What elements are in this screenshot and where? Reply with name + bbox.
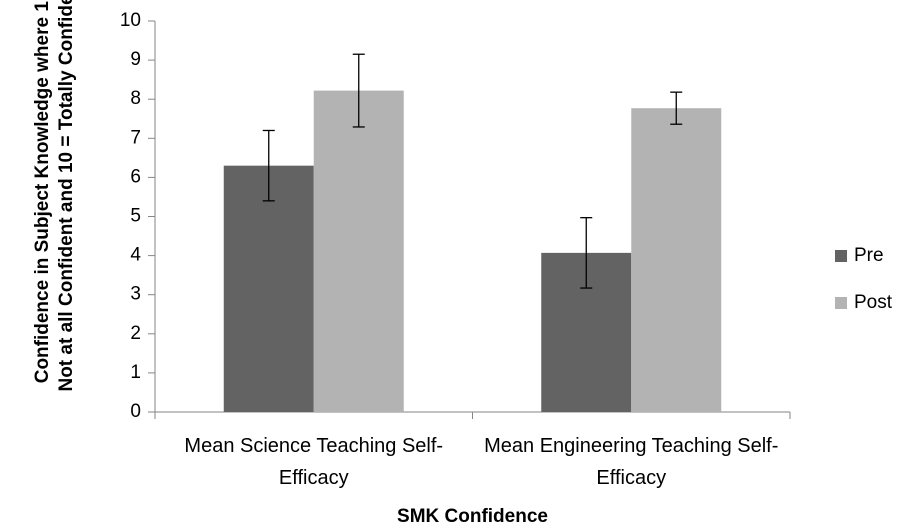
y-axis-label: Confidence in Subject Knowledge where 1 … [32, 0, 77, 392]
y-tick-label: 2 [130, 323, 141, 344]
legend-label: Pre [854, 245, 884, 266]
bar [223, 165, 314, 412]
y-tick-label: 10 [120, 10, 141, 31]
y-tick-label: 6 [130, 166, 141, 187]
x-tick-label: Mean Engineering Teaching Self-Efficacy [484, 435, 779, 489]
y-tick-label: 8 [130, 88, 141, 109]
y-tick-label: 9 [130, 49, 141, 70]
y-tick-label: 3 [130, 284, 141, 305]
legend-swatch [835, 250, 847, 262]
bar [631, 108, 722, 413]
y-tick-label: 5 [130, 206, 141, 227]
x-axis-label: SMK Confidence [397, 506, 548, 527]
y-tick-label: 1 [130, 362, 141, 383]
x-tick-label: Mean Science Teaching Self-Efficacy [184, 435, 444, 489]
legend-label: Post [854, 292, 893, 313]
y-tick-label: 4 [130, 245, 141, 266]
y-tick-label: 0 [130, 401, 141, 422]
bar [313, 90, 404, 413]
y-tick-label: 7 [130, 127, 141, 148]
legend-swatch [835, 297, 847, 309]
